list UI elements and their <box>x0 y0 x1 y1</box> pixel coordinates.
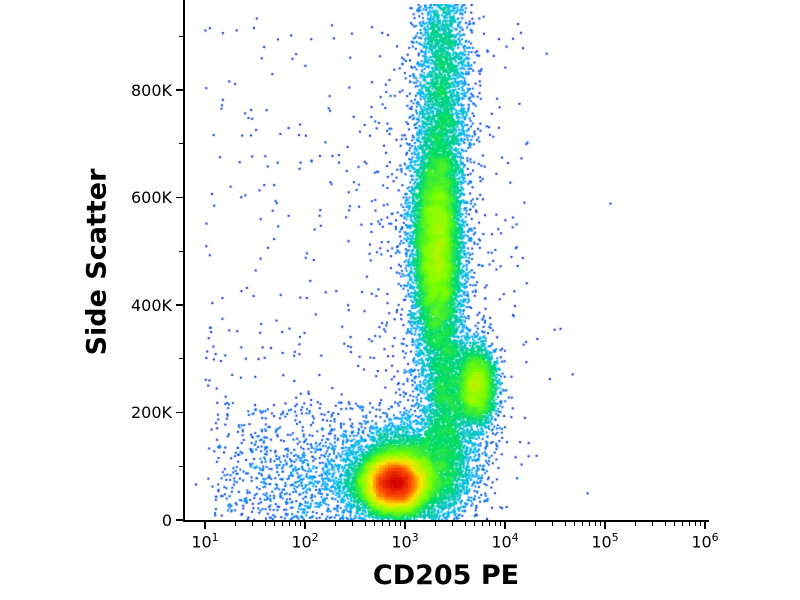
x-minor-tick-mark <box>264 522 266 526</box>
x-minor-tick-mark <box>234 522 236 526</box>
x-minor-tick-mark <box>489 522 490 526</box>
y-minor-tick-mark <box>179 250 183 252</box>
x-minor-tick-mark <box>364 522 366 526</box>
x-major-tick-mark <box>504 522 506 529</box>
y-tick-label: 400K <box>130 295 172 315</box>
x-minor-tick-mark <box>252 522 254 526</box>
y-major-tick-mark <box>176 196 183 199</box>
y-minor-tick-mark <box>179 465 183 467</box>
x-minor-tick-mark <box>594 522 596 526</box>
x-tick-label: 105 <box>591 531 619 552</box>
x-minor-tick-mark <box>294 522 296 526</box>
y-tick-label: 800K <box>130 80 172 100</box>
y-major-tick-mark <box>176 304 183 306</box>
x-minor-tick-mark <box>582 522 584 526</box>
y-tick-label: 200K <box>130 403 172 422</box>
density-scatter-canvas <box>185 4 705 520</box>
y-minor-tick-mark <box>179 358 183 360</box>
x-minor-tick-mark <box>399 522 401 526</box>
y-major-tick-mark <box>176 519 183 521</box>
y-major-tick-mark <box>176 89 183 91</box>
x-minor-tick-mark <box>534 522 536 526</box>
x-minor-tick-mark <box>599 522 601 526</box>
y-minor-tick-mark <box>179 143 183 145</box>
x-minor-tick-mark <box>299 522 301 526</box>
x-minor-tick-mark <box>334 522 336 526</box>
x-minor-tick-mark <box>589 522 590 526</box>
x-major-tick-mark <box>604 522 606 529</box>
x-tick-label: 101 <box>191 531 219 552</box>
x-minor-tick-mark <box>482 522 484 526</box>
x-major-tick-mark <box>704 522 706 529</box>
y-minor-tick-mark <box>179 35 183 37</box>
x-minor-tick-mark <box>674 522 676 526</box>
x-tick-label: 102 <box>291 531 319 552</box>
y-axis-title: Side Scatter <box>81 168 113 356</box>
x-minor-tick-mark <box>634 522 636 526</box>
x-minor-tick-mark <box>352 522 354 526</box>
x-tick-label: 103 <box>391 531 419 552</box>
x-minor-tick-mark <box>699 522 701 526</box>
x-minor-tick-mark <box>452 522 454 526</box>
x-minor-tick-mark <box>382 522 384 526</box>
x-axis-line <box>183 520 709 522</box>
x-minor-tick-mark <box>289 522 290 526</box>
x-axis-title: CD205 PE <box>372 560 520 591</box>
y-axis-line <box>183 0 185 522</box>
x-minor-tick-mark <box>552 522 554 526</box>
x-minor-tick-mark <box>464 522 466 526</box>
x-minor-tick-mark <box>664 522 666 526</box>
x-minor-tick-mark <box>694 522 696 526</box>
x-major-tick-mark <box>204 522 206 529</box>
x-tick-label: 104 <box>491 531 519 552</box>
x-minor-tick-mark <box>652 522 654 526</box>
y-tick-label: 600K <box>130 188 172 207</box>
x-minor-tick-mark <box>499 522 501 526</box>
y-tick-label: 0 <box>161 510 172 530</box>
x-minor-tick-mark <box>689 522 690 526</box>
y-major-tick-mark <box>176 411 183 414</box>
x-minor-tick-mark <box>434 522 436 526</box>
x-minor-tick-mark <box>282 522 284 526</box>
x-minor-tick-mark <box>389 522 390 526</box>
x-minor-tick-mark <box>494 522 496 526</box>
x-major-tick-mark <box>304 522 306 529</box>
x-minor-tick-mark <box>574 522 576 526</box>
x-minor-tick-mark <box>274 522 276 526</box>
x-minor-tick-mark <box>374 522 376 526</box>
x-tick-label: 106 <box>691 531 719 552</box>
x-minor-tick-mark <box>474 522 476 526</box>
x-minor-tick-mark <box>564 522 566 526</box>
x-minor-tick-mark <box>394 522 396 526</box>
x-minor-tick-mark <box>682 522 684 526</box>
x-major-tick-mark <box>404 522 406 529</box>
